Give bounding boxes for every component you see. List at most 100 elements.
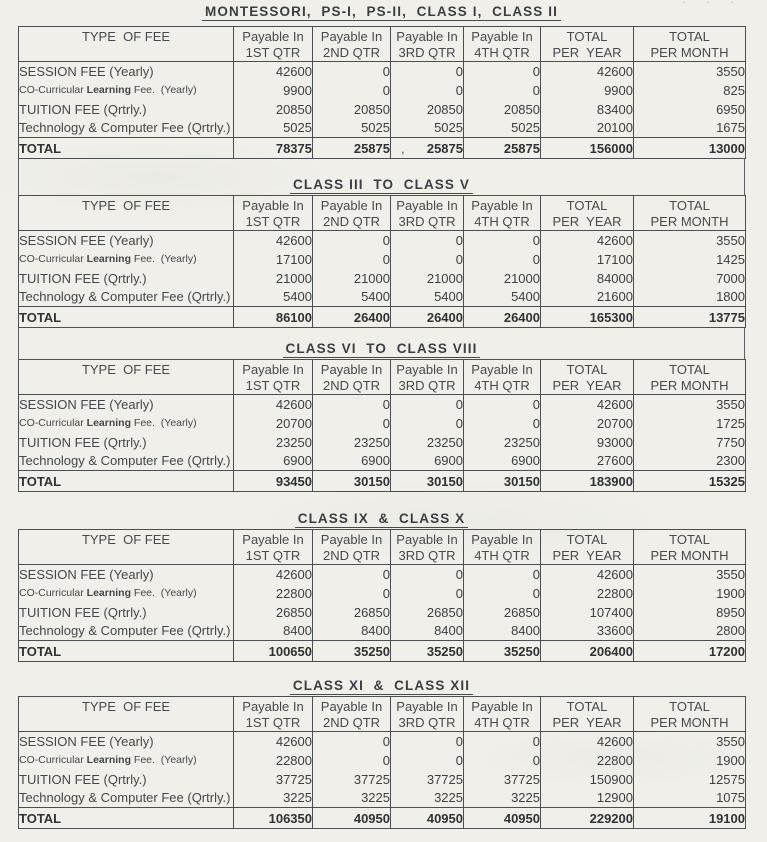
fee-value: 0 (463, 394, 541, 414)
col-header-line2: 2ND QTR (322, 45, 381, 60)
fee-value: 42600 (540, 394, 634, 414)
fee-value: 0 (390, 249, 464, 269)
fee-row-label: CO-Curricular Learning Fee. (Yearly) (19, 84, 197, 96)
total-value: 30150 (312, 470, 391, 492)
col-header-line2: 2ND QTR (322, 378, 381, 393)
table-title-montessori: MONTESSORI, PS-I, PS-II, CLASS I, CLASS … (202, 4, 561, 21)
fee-value: 22800 (233, 583, 313, 603)
fee-value: 0 (390, 80, 464, 100)
col-header-line1: Payable In (396, 29, 458, 44)
fee-value: 9900 (540, 80, 634, 100)
total-value: 26400 (390, 306, 464, 328)
fee-row: CO-Curricular Learning Fee. (Yearly) 2280… (19, 750, 746, 770)
fee-row: SESSION FEE (Yearly) 42600 0 0 0 42600 3550 (19, 564, 746, 584)
fee-value: 0 (463, 731, 541, 751)
fee-row: CO-Curricular Learning Fee. (Yearly) 1710… (19, 249, 746, 269)
fee-value: 84000 (540, 268, 634, 288)
col-header: Payable In 4TH QTR (463, 359, 541, 395)
fee-row-label: CO-Curricular Learning Fee. (Yearly) (19, 417, 197, 429)
col-header: Payable In 3RD QTR (390, 359, 464, 395)
fee-value: 0 (390, 583, 464, 603)
fee-row-label: Technology & Computer Fee (Qrtrly.) (19, 120, 231, 136)
fee-value: 37725 (463, 769, 541, 789)
fee-value: 42600 (540, 731, 634, 751)
col-header-line1: Payable In (471, 198, 533, 213)
total-value: 35250 (390, 640, 464, 662)
fee-value: 6900 (463, 451, 541, 471)
col-header-line1: Payable In (320, 699, 383, 714)
fee-value: 26850 (312, 602, 391, 622)
fee-value: 3225 (312, 788, 391, 808)
fee-row-label: SESSION FEE (Yearly) (19, 63, 154, 79)
col-header: TOTAL PER MONTH (633, 26, 746, 62)
fee-value: 20850 (233, 99, 313, 119)
fee-value: 0 (312, 80, 391, 100)
fee-value: 42600 (233, 61, 313, 81)
fee-value: 26850 (233, 602, 313, 622)
header-row: TYPE OF FEE Payable In 1ST QTR Payable In 2N… (18, 26, 746, 62)
gap: CLASS IX & CLASS X (18, 492, 745, 529)
col-header-line1: Payable In (396, 699, 458, 714)
fee-row-label: TUITION FEE (Qrtrly.) (19, 270, 147, 286)
fee-value: 9900 (233, 80, 313, 100)
fee-value: 5025 (233, 118, 313, 138)
col-header: Payable In 3RD QTR (390, 195, 464, 231)
fee-value: 0 (390, 564, 464, 584)
fee-value: 3225 (390, 788, 464, 808)
fee-row: SESSION FEE (Yearly) 42600 0 0 0 42600 3550 (19, 230, 746, 250)
col-header-line1: TOTAL (566, 362, 608, 377)
total-row-label: TOTAL (18, 640, 234, 662)
col-header-line2: PER MONTH (650, 548, 729, 563)
table-title-class11and12: CLASS XI & CLASS XII (289, 678, 474, 695)
fee-value: 26850 (463, 602, 541, 622)
fee-value: 42600 (540, 230, 634, 250)
table-title-class3to5: CLASS III TO CLASS V (290, 177, 473, 194)
fee-row-label: TUITION FEE (Qrtrly.) (19, 434, 147, 450)
fee-value: 8400 (463, 621, 541, 641)
col-header-line2: 1ST QTR (245, 378, 301, 393)
fee-value: 21000 (463, 268, 541, 288)
col-header: Payable In 4TH QTR (463, 26, 541, 62)
col-header-line2: PER YEAR (552, 715, 622, 730)
total-row: TOTAL 93450 30150 30150 30150 183900 15325 (18, 470, 746, 492)
fee-value: 1725 (633, 413, 746, 433)
col-header-line2: 4TH QTR (474, 548, 530, 563)
col-header: Payable In 4TH QTR (463, 529, 541, 565)
total-value: 40950 (312, 807, 391, 829)
fee-value: 0 (463, 413, 541, 433)
header-row: TYPE OF FEE Payable In 1ST QTR Payable In 2N… (18, 696, 746, 732)
col-header: TYPE OF FEE (18, 696, 234, 732)
total-value: 165300 (540, 306, 634, 328)
col-header: TOTAL PER YEAR (540, 696, 634, 732)
fee-value: 42600 (233, 564, 313, 584)
col-header-line1: TOTAL (669, 198, 710, 213)
table-title-row: MONTESSORI, PS-I, PS-II, CLASS I, CLASS … (18, 4, 745, 26)
fee-value: 23250 (463, 432, 541, 452)
total-value: 13000 (633, 137, 746, 159)
col-header-line2: 2ND QTR (322, 214, 381, 229)
fee-row: CO-Curricular Learning Fee. (Yearly) 2070… (19, 413, 746, 433)
fee-value: 22800 (540, 750, 634, 770)
fee-value: 3225 (233, 788, 313, 808)
fee-value: 12575 (633, 769, 746, 789)
fee-row: TUITION FEE (Qrtrly.) 20850 20850 20850 2085… (19, 99, 746, 119)
col-header-line2: PER MONTH (650, 214, 729, 229)
col-header: TOTAL PER MONTH (633, 195, 746, 231)
fee-row-label: CO-Curricular Learning Fee. (Yearly) (19, 754, 197, 766)
fee-value: 0 (390, 394, 464, 414)
fee-row: Technology & Computer Fee (Qrtrly.) 3225 3… (19, 788, 746, 808)
fee-value: 22800 (540, 583, 634, 603)
col-header: Payable In 4TH QTR (463, 195, 541, 231)
col-header-line2: PER YEAR (552, 45, 622, 60)
fee-row-label: SESSION FEE (Yearly) (19, 396, 154, 412)
fee-row-label: Technology & Computer Fee (Qrtrly.) (19, 453, 231, 469)
total-value: 26400 (463, 306, 541, 328)
fee-value: 825 (633, 80, 746, 100)
fee-value: 0 (312, 731, 391, 751)
fee-value: 7000 (633, 268, 746, 288)
fee-row-label: SESSION FEE (Yearly) (19, 566, 154, 582)
fee-value: 22800 (233, 750, 313, 770)
fee-value: 0 (390, 61, 464, 81)
fee-value: 21600 (540, 287, 634, 307)
col-header: Payable In 3RD QTR (390, 696, 464, 732)
